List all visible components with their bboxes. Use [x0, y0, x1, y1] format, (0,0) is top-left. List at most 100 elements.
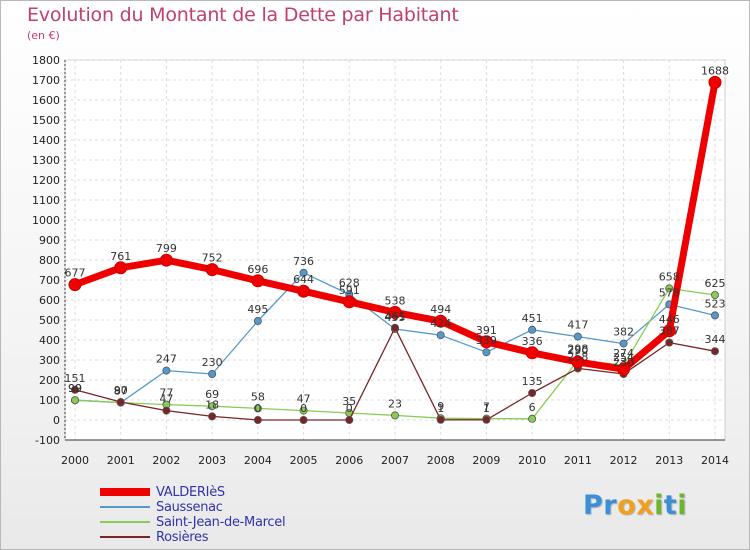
data-label-3: 461	[385, 310, 406, 323]
data-point-3	[390, 323, 399, 332]
data-point-0	[479, 335, 493, 349]
data-label-2: 625	[705, 277, 726, 290]
logo-letter: i	[677, 490, 688, 521]
x-tick-label: 2011	[564, 454, 592, 467]
data-label-1: 455	[385, 311, 406, 324]
legend-swatch	[100, 506, 150, 508]
data-label-0: 391	[476, 324, 497, 337]
data-label-1: 87	[114, 385, 128, 398]
data-point-2	[528, 414, 537, 423]
plot-area	[64, 59, 726, 441]
data-point-1	[711, 311, 720, 320]
data-point-2	[665, 284, 674, 293]
data-point-0	[708, 75, 722, 89]
data-label-3: 0	[346, 402, 353, 415]
y-tick-label: 700	[39, 274, 60, 287]
data-label-1: 424	[430, 317, 451, 330]
y-tick-label: 1300	[32, 154, 60, 167]
y-tick-label: 1500	[32, 114, 60, 127]
data-label-3: 387	[659, 325, 680, 338]
data-label-0: 290	[567, 344, 588, 357]
legend-label: Saint-Jean-de-Marcel	[156, 515, 286, 530]
logo-letter: i	[654, 490, 664, 521]
data-point-1	[253, 316, 262, 325]
data-label-1: 247	[156, 353, 177, 366]
data-point-1	[619, 339, 628, 348]
data-label-3: 1	[483, 402, 490, 415]
data-label-0: 799	[156, 242, 177, 255]
data-point-1	[528, 325, 537, 334]
data-label-0: 1688	[701, 64, 729, 77]
data-label-1: 495	[247, 303, 268, 316]
data-point-3	[299, 415, 308, 424]
data-point-2	[208, 402, 217, 411]
data-label-2: 658	[659, 270, 680, 283]
data-point-2	[299, 406, 308, 415]
data-point-0	[434, 314, 448, 328]
legend-swatch	[100, 488, 150, 496]
y-tick-label: -100	[35, 434, 60, 447]
y-tick-label: 0	[53, 414, 60, 427]
logo-letter: r	[603, 490, 618, 521]
data-label-2: 69	[205, 388, 219, 401]
data-point-3	[116, 397, 125, 406]
data-label-2: 274	[613, 347, 634, 360]
data-label-1: 417	[567, 319, 588, 332]
data-point-2	[711, 290, 720, 299]
data-point-2	[253, 404, 262, 413]
x-tick-label: 2013	[655, 454, 683, 467]
x-tick-label: 2007	[381, 454, 409, 467]
data-label-1: 523	[705, 297, 726, 310]
legend-label: Saussenac	[156, 500, 223, 515]
y-tick-label: 1000	[32, 214, 60, 227]
data-point-3	[528, 388, 537, 397]
logo-letter: o	[617, 490, 637, 521]
data-point-2	[390, 411, 399, 420]
data-label-0: 761	[110, 250, 131, 263]
data-label-0: 336	[522, 335, 543, 348]
data-point-0	[525, 346, 539, 360]
data-point-0	[297, 284, 311, 298]
chart-title: Evolution du Montant de la Dette par Hab…	[27, 4, 459, 26]
data-label-0: 696	[247, 263, 268, 276]
data-label-2: 99	[68, 382, 82, 395]
data-point-0	[662, 324, 676, 338]
data-point-0	[159, 253, 173, 267]
y-tick-label: 900	[39, 234, 60, 247]
data-point-0	[388, 305, 402, 319]
data-point-2	[71, 396, 80, 405]
data-label-3: 47	[159, 393, 173, 406]
data-label-2: 47	[297, 393, 311, 406]
logo-letter: x	[636, 490, 655, 521]
data-label-2: 23	[388, 397, 402, 410]
x-tick-label: 2001	[107, 454, 135, 467]
legend-swatch	[100, 536, 150, 538]
data-point-3	[711, 347, 720, 356]
data-label-2: 58	[251, 390, 265, 403]
y-tick-label: 500	[39, 314, 60, 327]
data-label-2: 298	[567, 342, 588, 355]
data-point-0	[205, 263, 219, 277]
x-tick-label: 2005	[290, 454, 318, 467]
data-label-1: 628	[339, 276, 360, 289]
data-label-3: 18	[205, 398, 219, 411]
data-point-3	[345, 415, 354, 424]
y-tick-label: 800	[39, 254, 60, 267]
data-label-0: 644	[293, 273, 314, 286]
logo-letter: t	[663, 490, 678, 521]
data-label-2: 35	[342, 395, 356, 408]
data-label-3: 258	[567, 350, 588, 363]
y-tick-label: 600	[39, 294, 60, 307]
y-tick-label: 1400	[32, 134, 60, 147]
chart-subtitle: (en €)	[27, 29, 60, 42]
x-tick-label: 2002	[152, 454, 180, 467]
data-label-0: 494	[430, 303, 451, 316]
y-tick-label: 400	[39, 334, 60, 347]
data-point-3	[665, 338, 674, 347]
data-label-0: 446	[659, 313, 680, 326]
data-label-1: 382	[613, 326, 634, 339]
data-label-2: 9	[437, 400, 444, 413]
data-point-0	[617, 362, 631, 376]
data-point-0	[68, 278, 82, 292]
